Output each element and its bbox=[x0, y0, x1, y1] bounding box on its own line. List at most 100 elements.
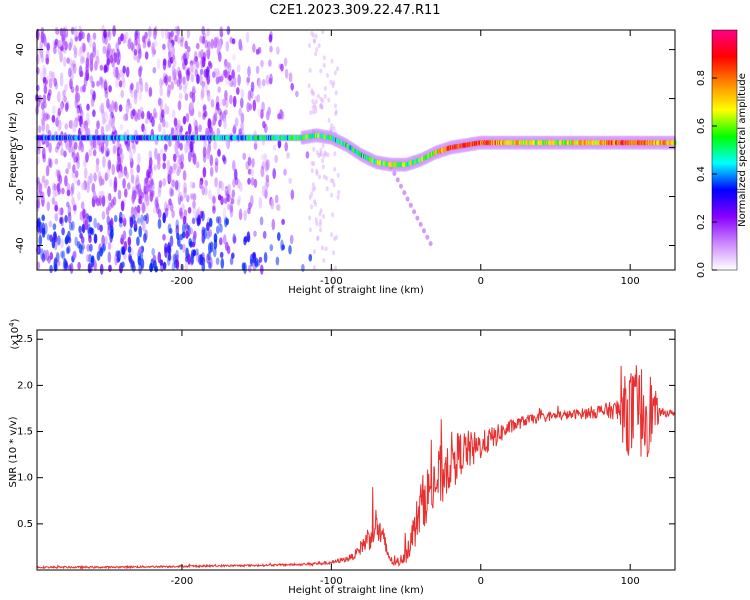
spectrogram-noise-cell bbox=[164, 143, 168, 151]
spectrogram-noise-cell bbox=[229, 94, 233, 105]
spectrogram-branch-cell bbox=[405, 196, 410, 202]
spectrogram-noise-cell bbox=[121, 76, 126, 84]
spectrogram-noise-cell bbox=[109, 118, 113, 127]
spectrogram-noise-cell bbox=[167, 253, 172, 261]
spectrogram-noise-cell bbox=[136, 41, 140, 52]
spectrogram-noise-cell bbox=[90, 227, 95, 236]
spectrogram-noise-cell bbox=[138, 262, 142, 275]
spectrogram-noise-cell bbox=[63, 95, 67, 103]
spectrogram-noise-cell bbox=[84, 219, 89, 231]
spectrogram-noise-cell bbox=[311, 105, 315, 111]
spectrogram-noise-cell bbox=[167, 84, 171, 95]
spectrogram-noise-cell bbox=[184, 58, 188, 66]
spectrogram-noise-cell bbox=[246, 231, 251, 243]
spectrogram-noise-cell bbox=[40, 31, 45, 44]
spectrogram-noise-cell bbox=[315, 150, 319, 156]
spectrogram-noise-cell bbox=[112, 144, 117, 155]
spectrogram-noise-cell bbox=[211, 119, 215, 127]
spectrogram-noise-cell bbox=[337, 189, 341, 195]
spectrogram-noise-cell bbox=[191, 92, 196, 104]
spectrogram-noise-cell bbox=[153, 25, 158, 36]
spectrogram-noise-cell bbox=[224, 90, 228, 101]
spectrogram-noise-cell bbox=[162, 43, 166, 50]
spectrogram-noise-cell bbox=[199, 180, 203, 190]
y-tick-label: 1.0 bbox=[17, 473, 33, 484]
spectrogram-noise-cell bbox=[64, 41, 68, 51]
spectrogram-noise-cell bbox=[319, 227, 323, 233]
spectrogram-noise-cell bbox=[250, 177, 255, 186]
spectrogram-noise-cell bbox=[148, 86, 153, 98]
spectrogram-noise-cell bbox=[192, 117, 197, 128]
spectrogram-noise-cell bbox=[316, 235, 320, 241]
spectrogram-noise-cell bbox=[198, 254, 202, 265]
spectrogram-noise-cell bbox=[99, 247, 103, 257]
spectrogram-noise-cell bbox=[79, 46, 83, 54]
spectrogram-noise-cell bbox=[288, 244, 292, 255]
spectrogram-noise-cell bbox=[65, 143, 70, 151]
spectrogram-noise-cell bbox=[101, 210, 106, 220]
spectrogram-noise-cell bbox=[207, 92, 211, 102]
spectrogram-noise-cell bbox=[99, 76, 103, 86]
spectrogram-noise-cell bbox=[176, 168, 180, 177]
spectrogram-noise-cell bbox=[141, 202, 145, 214]
spectrogram-noise-cell bbox=[64, 83, 68, 92]
spectrogram-x-ticks: -200 -100 0 100 bbox=[171, 30, 640, 287]
spectrogram-noise-cell bbox=[170, 30, 174, 38]
spectrogram-noise-cell bbox=[227, 183, 231, 195]
x-tick-label: -200 bbox=[171, 576, 194, 587]
spectrogram-noise-cell bbox=[106, 167, 111, 180]
spectrogram-noise-cell bbox=[144, 229, 148, 241]
y-tick-label: 2.0 bbox=[17, 380, 33, 391]
spectrogram-noise-cell bbox=[197, 111, 202, 118]
spectrogram-noise-cell bbox=[178, 191, 182, 198]
spectrogram-noise-cell bbox=[314, 105, 318, 111]
spectrogram-noise-cell bbox=[160, 148, 164, 157]
spectrogram-noise-cell bbox=[88, 36, 93, 48]
spectrogram-noise-cell bbox=[329, 79, 333, 85]
spectrogram-noise-cell bbox=[47, 157, 52, 168]
spectrogram-noise-cell bbox=[184, 77, 189, 90]
spectrogram-noise-cell bbox=[248, 103, 253, 111]
spectrogram-noise-cell bbox=[48, 77, 53, 89]
y-tick-label: 20 bbox=[15, 92, 26, 105]
spectrogram-noise-cell bbox=[184, 262, 189, 273]
spectrogram-noise-cell bbox=[305, 151, 310, 159]
spectrogram-noise-cell bbox=[49, 252, 54, 260]
spectrogram-noise-cell bbox=[130, 206, 135, 216]
spectrogram-noise-cell bbox=[77, 261, 81, 270]
spectrogram-noise-cell bbox=[330, 192, 334, 198]
spectrogram-noise-cell bbox=[66, 189, 71, 197]
spectrogram-noise-cell bbox=[207, 261, 212, 269]
spectrogram-noise-cell bbox=[185, 142, 189, 153]
spectrogram-noise-cell bbox=[42, 67, 47, 77]
spectrogram-noise-cell bbox=[131, 186, 136, 196]
spectrogram-noise-cell bbox=[209, 62, 213, 69]
spectrogram-noise-cell bbox=[104, 90, 109, 99]
figure-title: C2E1.2023.309.22.47.R11 bbox=[269, 3, 440, 18]
spectrogram-noise-cell bbox=[88, 148, 92, 157]
spectrogram-noise-cell bbox=[99, 64, 104, 71]
spectrogram-noise-cell bbox=[79, 30, 83, 41]
spectrogram-noise-cell bbox=[217, 76, 222, 83]
spectrogram-noise-cell bbox=[138, 91, 142, 101]
spectrogram-noise-cell bbox=[204, 186, 208, 196]
spectrogram-noise-cell bbox=[234, 117, 239, 127]
spectrogram-noise-cell bbox=[128, 228, 133, 237]
spectrogram-noise-cell bbox=[82, 42, 86, 53]
spectrogram-noise-cell bbox=[290, 82, 295, 91]
spectrogram-noise-cell bbox=[218, 119, 222, 127]
spectrogram-noise-cell bbox=[130, 41, 134, 51]
spectrogram-noise-cell bbox=[120, 33, 124, 42]
spectrogram-noise-cell bbox=[76, 107, 80, 118]
spectrogram-noise-cell bbox=[208, 189, 212, 200]
spectrogram-noise-cell bbox=[250, 168, 255, 177]
spectrogram-noise-cell bbox=[143, 214, 147, 222]
spectrogram-noise-cell bbox=[319, 208, 323, 214]
spectrogram-noise-cell bbox=[321, 158, 325, 164]
spectrogram-noise-cell bbox=[131, 189, 136, 202]
spectrogram-noise-cell bbox=[229, 201, 234, 213]
spectrogram-noise-cell bbox=[53, 183, 57, 191]
spectrogram-branch-cell bbox=[399, 183, 403, 189]
spectrogram-noise-cell bbox=[118, 80, 123, 88]
spectrogram-noise-cell bbox=[131, 214, 136, 225]
